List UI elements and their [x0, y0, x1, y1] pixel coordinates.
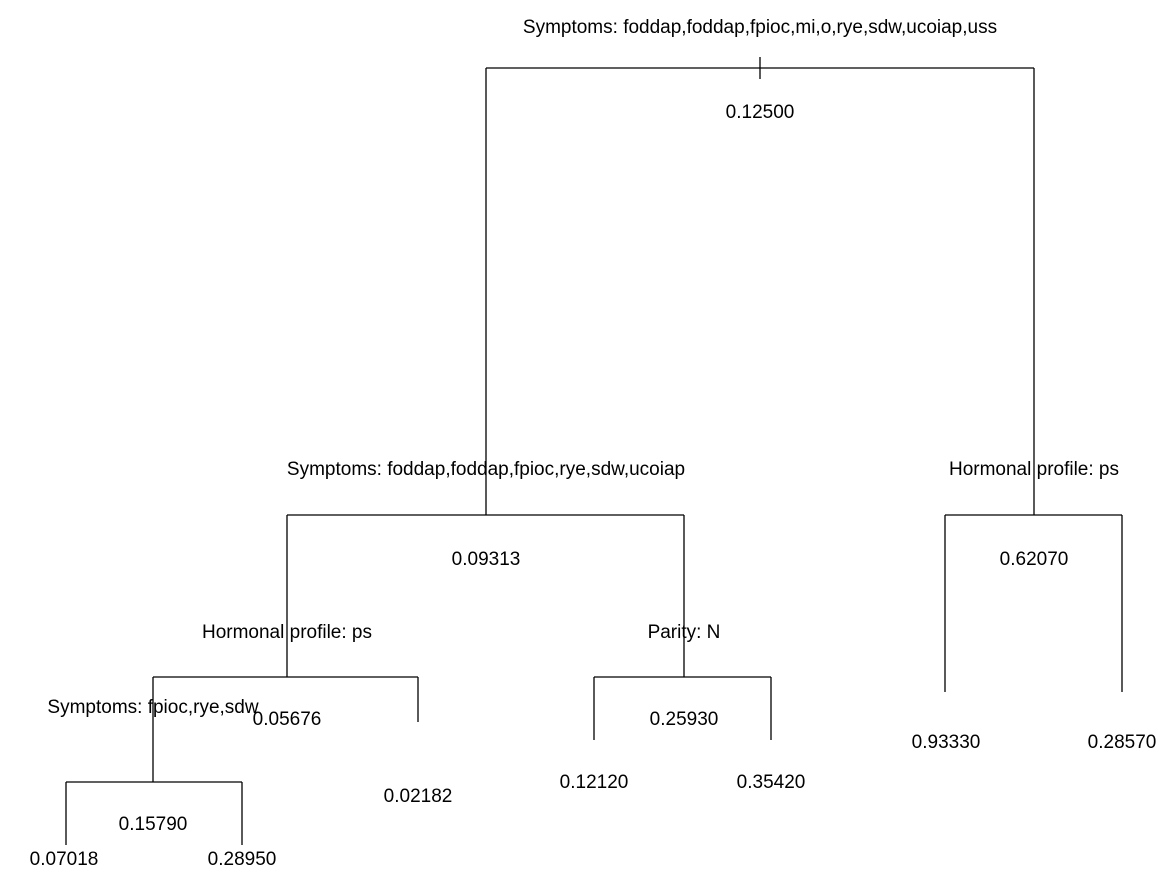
split-label: Hormonal profile: ps: [202, 622, 372, 643]
node-value: 0.15790: [119, 814, 188, 835]
leaf-value: 0.07018: [30, 849, 99, 870]
split-label: Symptoms: foddap,foddap,fpioc,rye,sdw,uc…: [287, 459, 685, 480]
node-value: 0.25930: [650, 709, 719, 730]
split-label: Hormonal profile: ps: [949, 459, 1119, 480]
split-label: Parity: N: [648, 622, 721, 643]
split-label: Symptoms: foddap,foddap,fpioc,mi,o,rye,s…: [523, 17, 997, 38]
leaf-value: 0.02182: [384, 786, 453, 807]
leaf-value: 0.35420: [737, 772, 806, 793]
split-label: Symptoms: fpioc,rye,sdw: [47, 697, 258, 718]
node-value: 0.62070: [1000, 549, 1069, 570]
tree-edges: [65, 57, 1123, 845]
node-value: 0.12500: [726, 102, 795, 123]
node-value: 0.05676: [253, 709, 322, 730]
leaf-value: 0.28570: [1088, 732, 1157, 753]
leaf-value: 0.12120: [560, 772, 629, 793]
leaf-value: 0.28950: [208, 849, 277, 870]
node-value: 0.09313: [452, 549, 521, 570]
node-labels: Symptoms: foddap,foddap,fpioc,mi,o,rye,s…: [30, 17, 1157, 870]
leaf-value: 0.93330: [912, 732, 981, 753]
